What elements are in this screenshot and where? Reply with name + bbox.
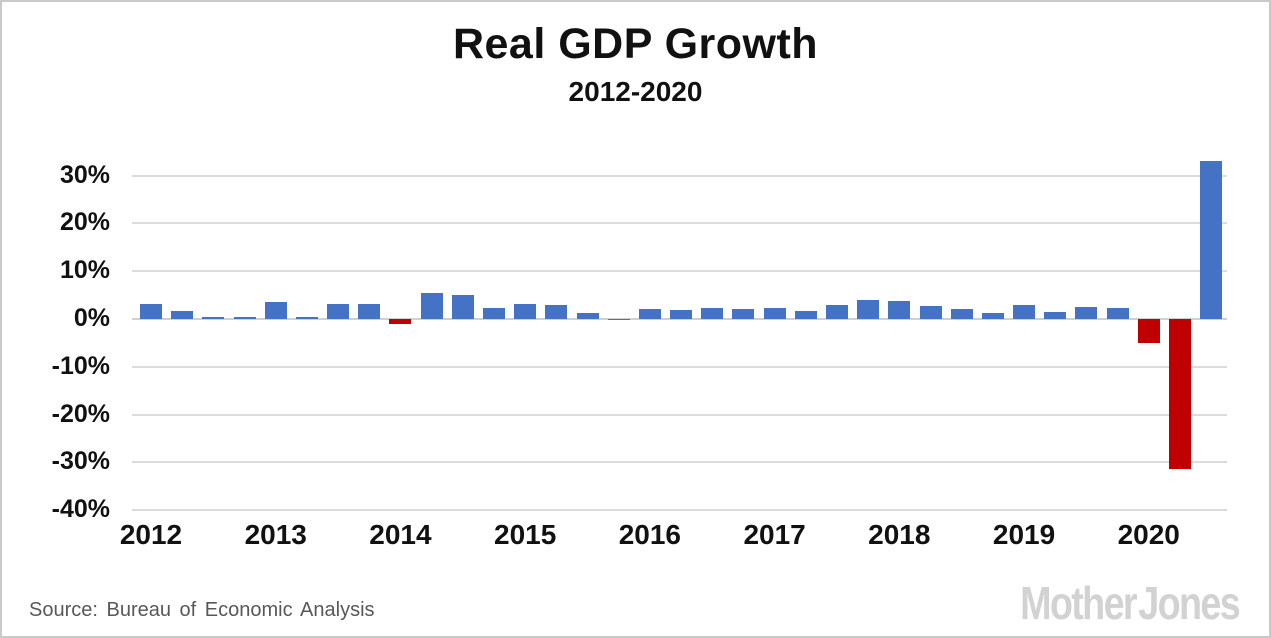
bar-2012-q1 (140, 303, 162, 319)
bar-2020-q2 (1168, 319, 1191, 470)
bar-2016-q4 (732, 309, 755, 319)
bar-2017-q4 (857, 300, 880, 319)
bar-2015-q2 (545, 304, 568, 319)
x-axis-label-2015: 2015 (494, 519, 557, 550)
bar-2014-q3 (451, 295, 474, 319)
x-axis-label-2014: 2014 (369, 519, 432, 550)
source-note: Source: Bureau of Economic Analysis (29, 599, 375, 621)
bar-2016-q1 (638, 309, 661, 319)
bar-2012-q3 (202, 316, 225, 319)
y-axis-tick-label: 30% (59, 160, 110, 189)
bar-2014-q1 (389, 319, 412, 325)
bar-2013-q3 (327, 303, 350, 319)
bar-2016-q2 (670, 309, 693, 319)
x-axis-label-2016: 2016 (618, 519, 682, 550)
y-axis-tick-label: -20% (51, 399, 110, 428)
gridline-10 (132, 270, 1227, 273)
bar-2017-q3 (825, 305, 848, 319)
gridline-0 (132, 318, 1227, 320)
bar-2018-q1 (888, 300, 911, 319)
bar-2015-q3 (576, 312, 599, 319)
bar-2016-q3 (701, 308, 724, 319)
y-axis-tick-label: -10% (51, 351, 110, 380)
y-axis-tick-label: -40% (51, 495, 110, 524)
bar-2018-q3 (950, 308, 973, 319)
chart-subtitle: 2012-2020 (568, 76, 703, 107)
gridline-20 (132, 222, 1227, 225)
bar-2018-q2 (919, 306, 942, 319)
y-axis-tick-label: 10% (59, 256, 110, 285)
bar-2013-q2 (295, 316, 318, 319)
bar-2017-q1 (763, 308, 786, 319)
bar-2012-q2 (171, 310, 194, 319)
gridline-minus10 (132, 365, 1227, 368)
mother-jones-logo: Mother Jones (1020, 577, 1241, 629)
y-axis-tick-label: 0% (73, 304, 110, 332)
bar-2019-q1 (1013, 305, 1036, 319)
bar-2014-q2 (420, 292, 443, 319)
bar-2018-q4 (981, 312, 1004, 319)
chart-title: Real GDP Growth (452, 20, 819, 68)
bar-2013-q1 (264, 301, 287, 319)
gridline-minus30 (132, 461, 1227, 464)
bar-2020-q1 (1137, 319, 1160, 343)
gridline-minus40 (132, 509, 1227, 512)
x-axis-label-2017: 2017 (743, 519, 806, 550)
gridline-minus20 (132, 413, 1227, 416)
bar-2019-q4 (1106, 307, 1129, 319)
x-axis-label-2013: 2013 (244, 519, 307, 550)
bar-2015-q1 (514, 303, 537, 319)
bar-2019-q2 (1044, 311, 1067, 319)
x-axis-label-2020: 2020 (1117, 519, 1180, 550)
bar-2014-q4 (482, 308, 505, 319)
bar-2012-q4 (233, 316, 256, 319)
bar-2020-q3 (1200, 160, 1223, 319)
x-axis-label-2012: 2012 (119, 519, 183, 550)
x-axis-label-2018: 2018 (868, 519, 931, 550)
x-axis-label-2019: 2019 (992, 519, 1056, 550)
bar-2017-q2 (794, 310, 817, 319)
y-axis-tick-label: -30% (51, 447, 110, 476)
bar-2019-q3 (1075, 306, 1098, 319)
gridline-30 (132, 174, 1227, 177)
bar-2013-q4 (358, 303, 381, 319)
y-axis-tick-label: 20% (59, 208, 110, 237)
